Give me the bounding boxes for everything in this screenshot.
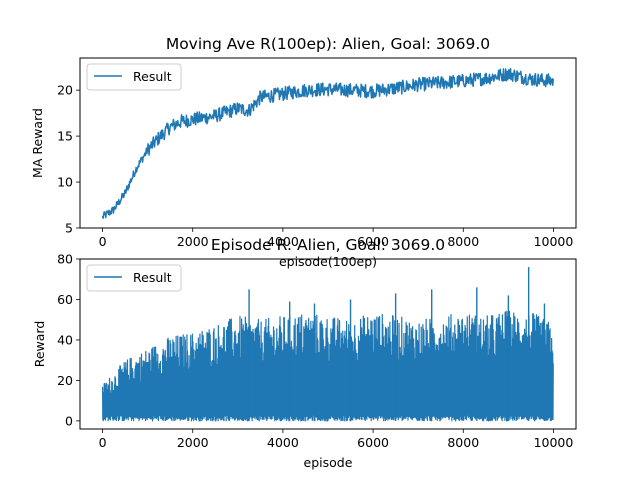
chart-top-x-tick-label: 0: [99, 234, 107, 249]
chart-top-x-tick-label: 10000: [534, 234, 574, 249]
chart-bottom-y-tick-label: 40: [57, 332, 73, 347]
chart-bottom-y-tick-label: 0: [65, 413, 73, 428]
chart-bottom-title: Episode R: Alien, Goal: 3069.0: [211, 236, 445, 254]
chart-top-legend-label: Result: [133, 69, 172, 84]
chart-top-ylabel: MA Reward: [30, 108, 45, 178]
chart-top-y-tick-label: 10: [57, 175, 73, 190]
chart-top-xlabel: episode(100ep): [279, 254, 377, 269]
chart-bottom-x-tick-label: 4000: [267, 435, 299, 450]
chart-top-series-result-line: [101, 67, 555, 219]
chart-bottom-axes-frame: [79, 258, 577, 430]
chart-top-legend: Result: [86, 63, 182, 91]
chart-top-series-layer: [101, 67, 555, 219]
chart-top-axes-frame: [79, 57, 577, 229]
chart-top-title: Moving Ave R(100ep): Alien, Goal: 3069.0: [166, 35, 490, 53]
chart-bottom-legend-box: [86, 264, 182, 292]
chart-bottom-x-tick-label: 2000: [177, 435, 209, 450]
chart-bottom-x-tick-label: 6000: [357, 435, 389, 450]
chart-bottom-y-tick-label: 60: [57, 292, 73, 307]
chart-top-y-ticks: 5 10 15 20: [57, 83, 80, 236]
chart-bottom-y-tick-label: 80: [57, 252, 73, 267]
chart-bottom-x-tick-label: 10000: [534, 435, 574, 450]
chart-top-y-tick-label: 20: [57, 83, 73, 98]
chart-bottom-x-tick-label: 8000: [447, 435, 479, 450]
chart-top-x-ticks: 0 2000 4000 6000 8000 10000: [99, 228, 574, 249]
chart-bottom-legend: Result: [86, 264, 182, 292]
chart-bottom-y-tick-label: 20: [57, 373, 73, 388]
chart-bottom-series-layer: [101, 267, 554, 422]
chart-top-y-tick-label: 15: [57, 129, 73, 144]
chart-bottom-x-tick-label: 0: [99, 435, 107, 450]
chart-bottom-ylabel: Reward: [32, 321, 47, 368]
chart-top: 0 2000 4000 6000 8000 10000 5 10 15 20 Moving Av…: [30, 35, 577, 269]
chart-bottom-xlabel: episode: [304, 455, 353, 470]
chart-top-legend-box: [86, 63, 182, 91]
chart-top-x-tick-label: 8000: [447, 234, 479, 249]
chart-top-x-tick-label: 2000: [177, 234, 209, 249]
chart-top-y-tick-label: 5: [65, 221, 73, 236]
chart-bottom-y-ticks: 0 20 40 60 80: [57, 252, 80, 428]
chart-bottom-x-ticks: 0 2000 4000 6000 8000 10000: [99, 429, 574, 450]
chart-bottom-series-result-line: [101, 310, 554, 422]
chart-bottom: 0 2000 4000 6000 8000 10000 0 20 40 60 80 Episode…: [32, 236, 577, 470]
chart-top-x-tick-label: 4000: [267, 234, 299, 249]
chart-bottom-legend-label: Result: [133, 270, 172, 285]
chart-top-x-tick-label: 6000: [357, 234, 389, 249]
